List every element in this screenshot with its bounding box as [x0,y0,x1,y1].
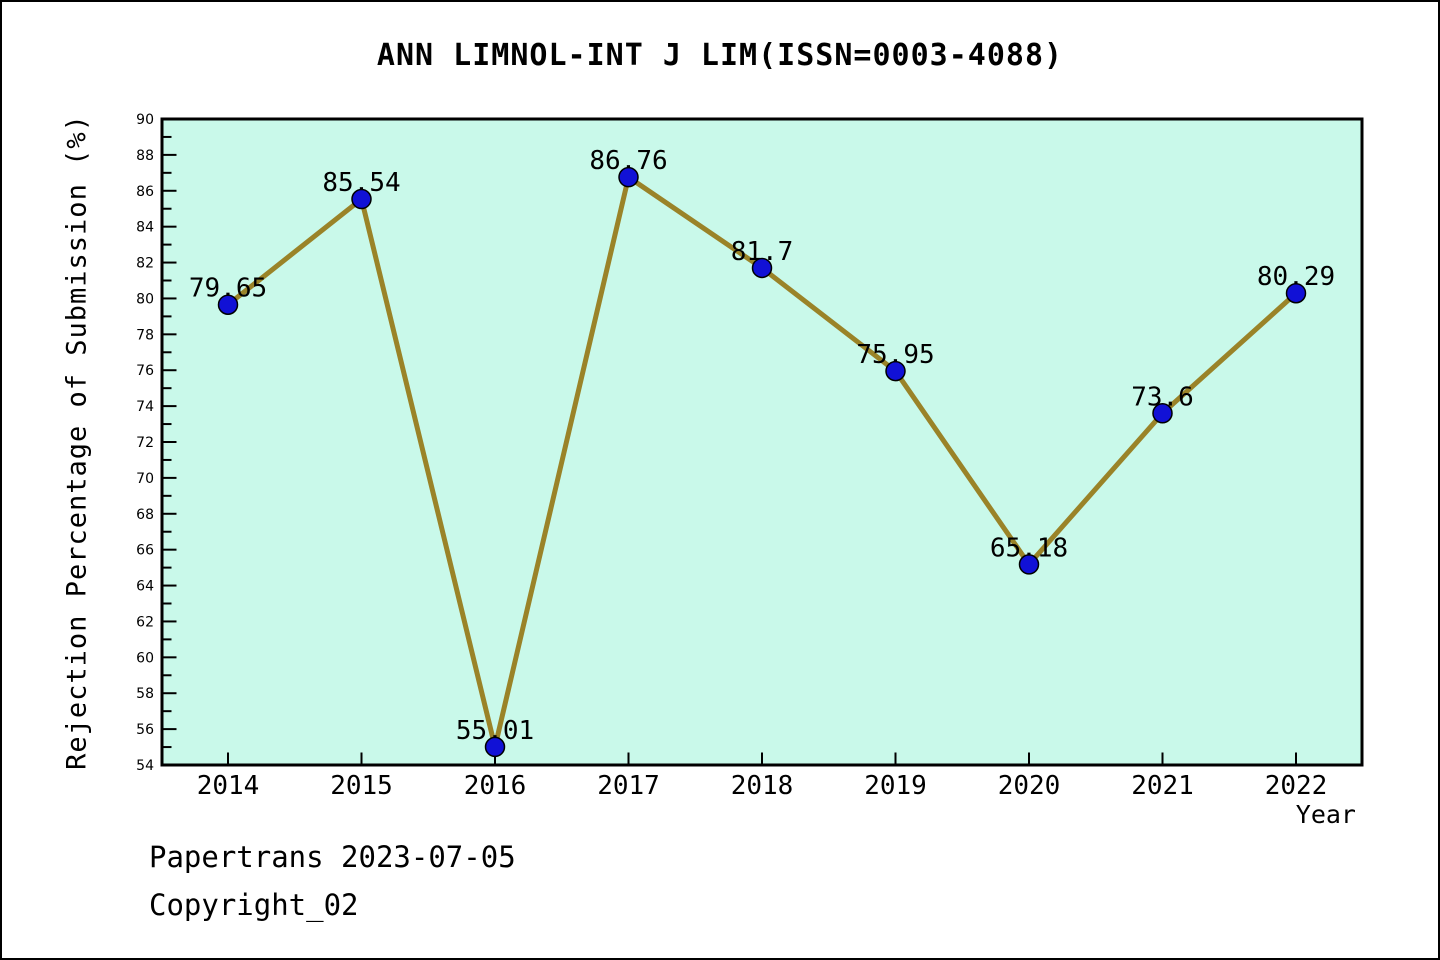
x-tick-label: 2019 [864,771,927,801]
y-tick-label: 76 [136,363,154,379]
data-point-marker [751,257,773,279]
y-tick-label: 82 [136,256,154,272]
data-point-marker [351,188,372,210]
y-tick-label: 56 [136,722,154,738]
y-tick-label: 60 [136,650,154,666]
y-tick-label: 70 [136,471,154,487]
y-tick-label: 66 [136,543,154,559]
footer-copyright: Copyright_02 [149,888,359,922]
x-axis-label: Year [1295,800,1356,829]
x-tick-label: 2014 [197,771,260,801]
y-tick-label: 74 [136,399,154,415]
x-tick-label: 2021 [1131,771,1194,801]
plot-frame [160,117,1364,767]
y-tick-label: 64 [136,579,154,595]
data-point-marker [484,736,506,758]
x-tick-label: 2015 [330,771,393,801]
y-tick-label: 84 [136,220,154,236]
y-tick-label: 58 [136,686,154,702]
y-tick-label: 78 [136,327,154,343]
x-tick-label: 2022 [1265,771,1328,801]
data-point-marker [217,294,239,315]
y-tick-label: 90 [136,112,154,128]
footer-watermark: Papertrans 2023-07-05 [149,840,516,874]
data-point-marker [1152,403,1173,424]
y-tick-label: 86 [136,184,154,200]
x-tick-label: 2018 [731,771,794,801]
y-tick-label: 88 [136,148,154,164]
chart-title: ANN LIMNOL-INT J LIM(ISSN=0003-4088) [376,38,1064,73]
data-point-marker [885,360,906,382]
y-tick-label: 72 [136,435,154,451]
y-tick-label: 62 [136,614,154,630]
x-tick-label: 2016 [464,771,527,801]
y-tick-label: 54 [136,758,154,774]
data-point-marker [1285,282,1307,304]
data-point-marker [1018,554,1040,575]
y-tick-label: 80 [136,291,154,307]
data-point-marker [618,166,639,188]
x-tick-label: 2020 [998,771,1061,801]
x-tick-label: 2017 [597,771,660,801]
y-tick-label: 68 [136,507,154,523]
